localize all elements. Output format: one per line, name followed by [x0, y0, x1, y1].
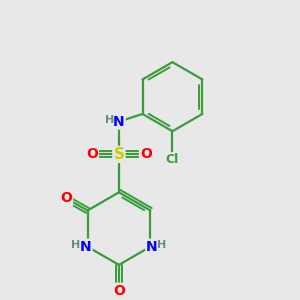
Text: O: O — [140, 147, 152, 161]
Text: N: N — [146, 240, 158, 254]
Text: O: O — [60, 191, 72, 206]
Text: O: O — [86, 147, 98, 161]
Text: O: O — [113, 284, 125, 298]
Text: H: H — [105, 115, 114, 125]
Text: H: H — [157, 240, 166, 250]
Text: S: S — [113, 147, 124, 162]
Text: N: N — [113, 115, 125, 129]
Text: H: H — [71, 240, 81, 250]
Text: N: N — [80, 240, 92, 254]
Text: Cl: Cl — [166, 153, 179, 166]
